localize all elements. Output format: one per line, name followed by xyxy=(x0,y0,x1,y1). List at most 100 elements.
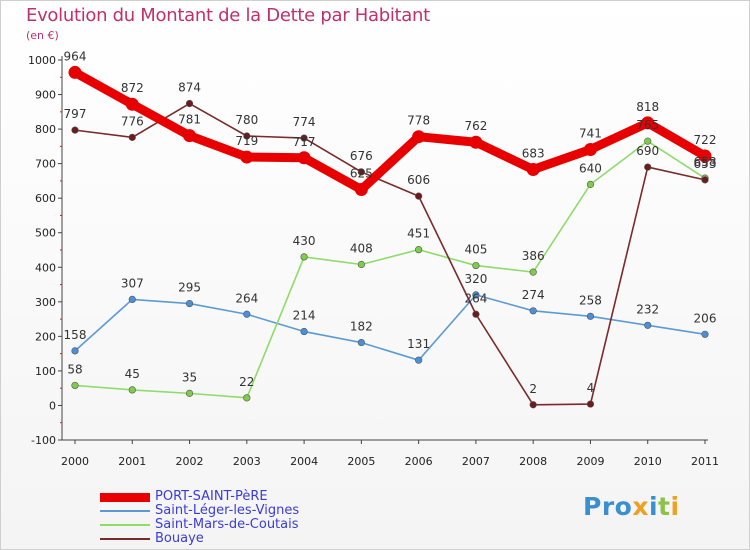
x-tick-label: 2006 xyxy=(405,455,433,468)
data-point xyxy=(243,310,251,318)
y-tick-label: 1000 xyxy=(28,54,56,67)
data-point xyxy=(701,330,709,338)
data-label: 797 xyxy=(64,107,87,121)
legend-swatch-0 xyxy=(100,492,150,502)
data-point xyxy=(185,299,194,308)
data-label: 2 xyxy=(529,382,537,396)
data-point xyxy=(243,394,251,402)
data-point xyxy=(354,183,368,197)
y-tick-label: 800 xyxy=(35,123,56,136)
data-label: 45 xyxy=(125,367,140,381)
y-tick-label: 300 xyxy=(35,296,56,309)
data-point xyxy=(529,307,537,315)
y-tick-label: 600 xyxy=(35,192,56,205)
data-point xyxy=(529,268,537,276)
legend-label-0: PORT-SAINT-PèRE xyxy=(155,489,268,504)
data-point xyxy=(586,180,595,188)
data-point xyxy=(128,386,136,394)
data-label: 625 xyxy=(350,167,373,181)
data-label: 430 xyxy=(293,234,316,248)
x-tick-label: 2001 xyxy=(118,455,146,468)
data-label: 386 xyxy=(522,249,545,263)
data-point xyxy=(698,149,712,163)
series-line-0 xyxy=(70,67,710,195)
data-label: 640 xyxy=(579,161,602,175)
x-tick-label: 2010 xyxy=(634,455,662,468)
data-label: 722 xyxy=(694,133,717,147)
data-label: 158 xyxy=(64,328,87,342)
data-label: 206 xyxy=(694,311,717,325)
data-point xyxy=(71,381,79,390)
data-label: 320 xyxy=(464,272,487,286)
data-point xyxy=(128,295,136,304)
data-label: 780 xyxy=(235,113,258,127)
data-label: 964 xyxy=(64,49,87,63)
data-point xyxy=(357,168,365,176)
y-tick-label: 500 xyxy=(35,227,56,240)
data-label: 781 xyxy=(178,113,201,127)
data-label: 719 xyxy=(235,134,258,148)
data-point xyxy=(529,401,537,409)
data-label: 274 xyxy=(522,288,545,302)
data-label: 658 xyxy=(694,155,717,169)
data-label: 58 xyxy=(67,362,82,376)
data-point xyxy=(128,133,136,141)
data-label: 741 xyxy=(579,126,602,140)
data-label: 214 xyxy=(293,309,316,323)
series-line-1 xyxy=(74,294,706,362)
x-tick-label: 2007 xyxy=(462,455,490,468)
x-tick-label: 2005 xyxy=(347,455,375,468)
legend-swatch-2 xyxy=(100,524,150,526)
data-point xyxy=(415,246,423,254)
data-label: 683 xyxy=(522,147,545,161)
data-label: 774 xyxy=(293,115,316,129)
data-label: 295 xyxy=(178,281,201,295)
data-point xyxy=(583,142,597,156)
logo-text-x: x xyxy=(632,492,649,521)
data-label: 776 xyxy=(121,114,144,128)
data-label: 762 xyxy=(464,119,487,133)
data-label: 4 xyxy=(587,381,595,395)
data-point xyxy=(526,163,540,177)
proxiti-logo: Proxiti xyxy=(583,492,680,521)
data-point xyxy=(357,260,365,269)
data-point xyxy=(297,151,311,165)
data-point xyxy=(185,389,194,397)
legend-swatch-3 xyxy=(100,538,150,540)
data-point xyxy=(71,126,79,134)
data-label: 690 xyxy=(636,144,659,158)
data-label: 653 xyxy=(694,157,717,171)
data-point xyxy=(415,356,423,364)
data-point xyxy=(472,291,480,299)
y-tick-label: 200 xyxy=(35,330,56,343)
y-tick-label: 0 xyxy=(49,399,56,412)
data-point xyxy=(412,130,426,144)
data-point xyxy=(641,116,655,130)
data-point xyxy=(472,261,480,270)
data-point xyxy=(300,253,308,261)
x-tick-label: 2004 xyxy=(290,455,318,468)
data-label: 264 xyxy=(235,291,258,305)
y-tick-label: 400 xyxy=(35,261,56,274)
data-point xyxy=(71,347,79,355)
data-label: 232 xyxy=(636,302,659,316)
data-point xyxy=(357,338,365,347)
data-label: 408 xyxy=(350,242,373,256)
logo-text-pro: Pro xyxy=(583,492,633,521)
data-label: 405 xyxy=(464,243,487,257)
data-point xyxy=(68,65,82,79)
y-tick-label: -100 xyxy=(31,434,56,447)
data-label: 818 xyxy=(636,100,659,114)
data-label: 258 xyxy=(579,293,602,307)
logo-text-t: t xyxy=(658,492,671,521)
data-point xyxy=(300,134,308,142)
data-point xyxy=(701,176,709,184)
logo-text-i2: i xyxy=(670,492,680,521)
x-tick-label: 2003 xyxy=(233,455,261,468)
data-point xyxy=(644,163,652,171)
chart-title: Evolution du Montant de la Dette par Hab… xyxy=(26,5,430,26)
data-label: 676 xyxy=(350,149,373,163)
data-point xyxy=(644,137,652,145)
